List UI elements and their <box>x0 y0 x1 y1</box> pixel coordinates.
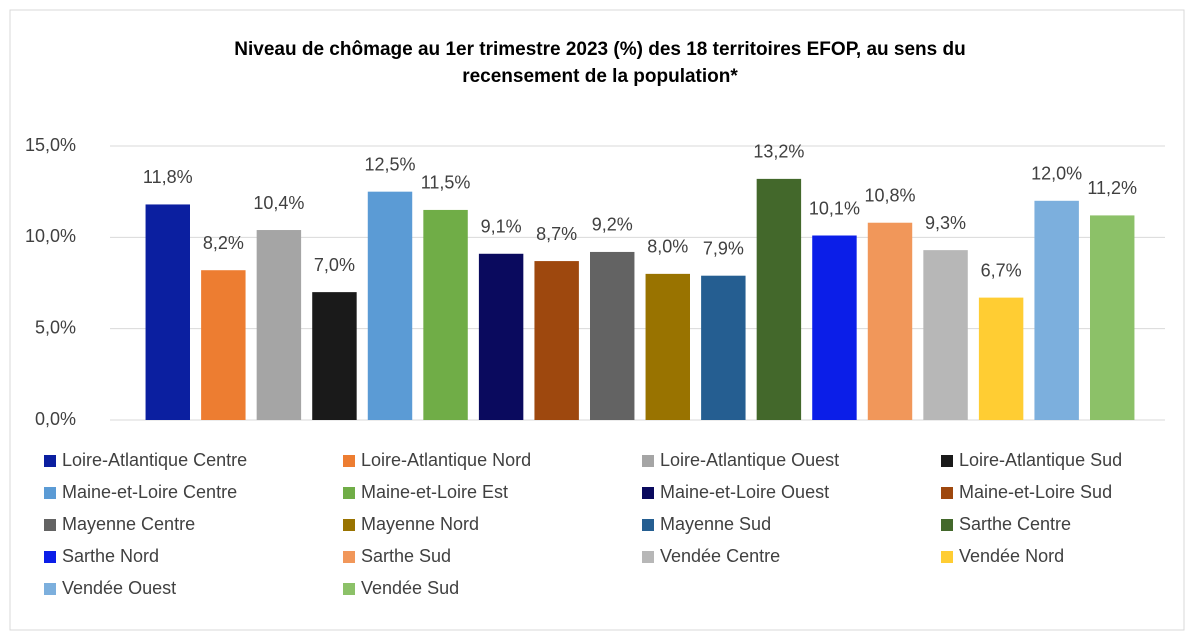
chart-title: Niveau de chômage au 1er trimestre 2023 … <box>234 39 965 60</box>
legend-swatch <box>941 455 953 467</box>
legend-label: Loire-Atlantique Nord <box>361 450 531 470</box>
legend-swatch <box>642 551 654 563</box>
value-label: 8,2% <box>203 233 244 253</box>
legend-label: Vendée Centre <box>660 546 780 566</box>
bar <box>312 292 357 420</box>
legend-swatch <box>642 519 654 531</box>
legend-swatch <box>343 455 355 467</box>
bar <box>478 253 524 420</box>
bar <box>812 235 857 420</box>
bar <box>423 209 468 420</box>
legend-swatch <box>343 519 355 531</box>
legend-swatch <box>941 519 953 531</box>
legend-label: Sarthe Nord <box>62 546 159 566</box>
legend-swatch <box>941 551 953 563</box>
bar <box>367 191 413 420</box>
bar <box>701 275 746 420</box>
legend-label: Loire-Atlantique Sud <box>959 450 1122 470</box>
legend-label: Maine-et-Loire Est <box>361 482 508 502</box>
legend-label: Sarthe Sud <box>361 546 451 566</box>
y-tick-label: 5,0% <box>35 317 76 337</box>
value-label: 12,5% <box>364 154 415 174</box>
bar <box>923 250 968 420</box>
legend-label: Vendée Ouest <box>62 578 176 598</box>
value-label: 10,8% <box>864 185 915 205</box>
value-label: 10,1% <box>809 198 860 218</box>
legend-swatch <box>44 519 56 531</box>
legend-label: Mayenne Sud <box>660 514 771 534</box>
bar <box>645 273 690 420</box>
y-tick-label: 10,0% <box>25 226 76 246</box>
legend-swatch <box>642 487 654 499</box>
legend-label: Maine-et-Loire Centre <box>62 482 237 502</box>
value-label: 11,8% <box>143 167 193 187</box>
value-label: 9,3% <box>925 213 966 233</box>
legend-swatch <box>44 487 56 499</box>
legend-swatch <box>343 583 355 595</box>
bar <box>256 230 302 420</box>
value-label: 13,2% <box>753 142 804 162</box>
bar <box>1090 215 1135 420</box>
legend-swatch <box>44 551 56 563</box>
bar <box>534 261 579 420</box>
bar <box>867 222 913 420</box>
value-label: 11,2% <box>1087 178 1137 198</box>
legend-label: Mayenne Centre <box>62 514 195 534</box>
legend-swatch <box>343 487 355 499</box>
value-label: 6,7% <box>981 260 1022 280</box>
bar <box>201 270 246 420</box>
bar <box>590 251 635 420</box>
legend-label: Vendée Nord <box>959 546 1064 566</box>
value-label: 7,0% <box>314 255 355 275</box>
value-label: 8,7% <box>536 224 577 244</box>
legend-label: Sarthe Centre <box>959 514 1071 534</box>
y-tick-label: 0,0% <box>35 409 76 429</box>
legend-label: Maine-et-Loire Sud <box>959 482 1112 502</box>
legend-label: Loire-Atlantique Ouest <box>660 450 839 470</box>
value-label: 12,0% <box>1031 164 1082 184</box>
value-label: 11,5% <box>421 173 471 193</box>
value-label: 9,1% <box>481 217 522 237</box>
value-label: 10,4% <box>253 193 304 213</box>
chart-title: recensement de la population* <box>462 66 738 87</box>
legend-label: Maine-et-Loire Ouest <box>660 482 829 502</box>
bar <box>756 178 802 420</box>
legend-swatch <box>642 455 654 467</box>
legend-label: Mayenne Nord <box>361 514 479 534</box>
legend-swatch <box>941 487 953 499</box>
legend-label: Vendée Sud <box>361 578 459 598</box>
value-label: 8,0% <box>647 237 688 257</box>
bar <box>978 297 1024 420</box>
legend-label: Loire-Atlantique Centre <box>62 450 247 470</box>
value-label: 7,9% <box>703 238 744 258</box>
legend-swatch <box>343 551 355 563</box>
legend-swatch <box>44 583 56 595</box>
bar <box>145 204 190 420</box>
value-label: 9,2% <box>592 215 633 235</box>
y-tick-label: 15,0% <box>25 135 76 155</box>
legend-swatch <box>44 455 56 467</box>
bar <box>1034 200 1079 420</box>
